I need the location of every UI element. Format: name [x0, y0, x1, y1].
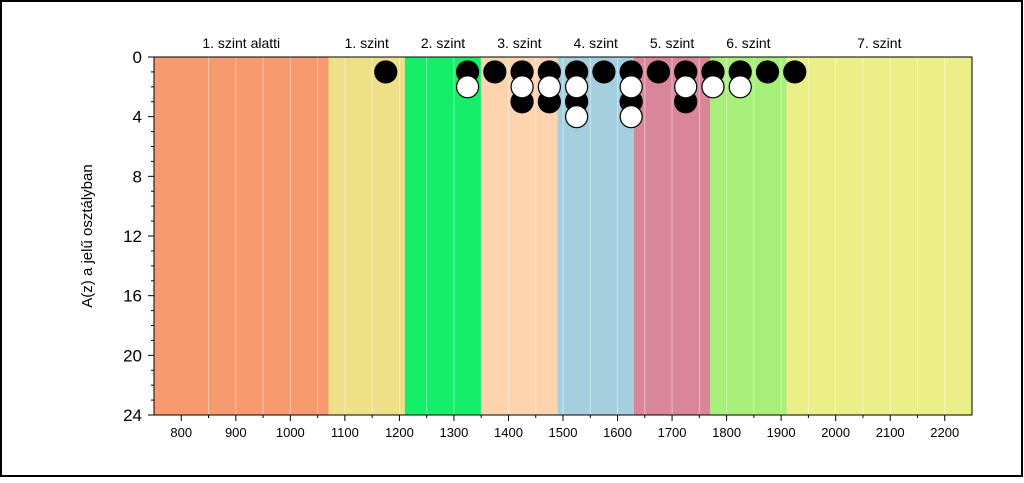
black-point — [646, 60, 671, 84]
white-point — [619, 105, 643, 129]
band-label-5: 4. szint — [574, 35, 618, 51]
level-band-labels: 1. szint alatti 1. szint 2. szint 3. szint 4… — [202, 35, 901, 51]
y-tick-label: 20 — [123, 346, 142, 365]
x-tick-label: 2100 — [876, 425, 905, 440]
data-points — [374, 60, 807, 129]
band-label-1: 1. szint alatti — [202, 35, 280, 51]
x-tick-label: 1500 — [549, 425, 578, 440]
band-1 — [154, 57, 329, 415]
x-tick-label: 1800 — [712, 425, 741, 440]
band-label-7: 6. szint — [726, 35, 770, 51]
band-2 — [328, 57, 405, 415]
x-tick-label: 1000 — [276, 425, 305, 440]
x-tick-label: 1400 — [494, 425, 523, 440]
x-tick-label: 1700 — [658, 425, 687, 440]
x-tick-label: 2000 — [821, 425, 850, 440]
x-tick-label: 1600 — [603, 425, 632, 440]
white-point — [455, 75, 480, 99]
black-point — [374, 60, 398, 84]
x-tick-label: 1300 — [439, 425, 468, 440]
black-point — [483, 60, 507, 84]
y-axis: 0 4 8 12 16 20 24 — [123, 48, 155, 425]
y-tick-label: 8 — [133, 167, 142, 186]
x-axis: 800 900 1000 1100 1200 1300 1400 1500 1600 1700 18… — [154, 414, 972, 440]
band-3 — [404, 57, 482, 415]
white-point — [619, 75, 643, 99]
x-tick-label: 800 — [170, 425, 192, 440]
white-point — [537, 75, 561, 99]
level-bands — [154, 57, 972, 415]
white-point — [510, 75, 534, 99]
x-tick-label: 900 — [225, 425, 247, 440]
band-8 — [786, 57, 972, 415]
band-label-3: 2. szint — [421, 35, 465, 51]
band-7 — [710, 57, 787, 415]
y-tick-label: 0 — [133, 48, 142, 67]
x-tick-label: 1100 — [331, 425, 359, 440]
y-tick-label: 16 — [123, 287, 142, 306]
y-tick-label: 4 — [133, 108, 142, 127]
x-tick-label: 1900 — [767, 425, 796, 440]
black-point — [783, 60, 807, 84]
y-tick-label: 12 — [123, 227, 142, 246]
white-point — [701, 75, 725, 99]
band-4 — [481, 57, 558, 415]
band-label-6: 5. szint — [650, 35, 694, 51]
band-label-8: 7. szint — [857, 35, 901, 51]
white-point — [565, 105, 589, 129]
x-tick-label: 2200 — [930, 425, 959, 440]
band-label-4: 3. szint — [497, 35, 541, 51]
white-point — [565, 75, 589, 99]
y-axis-label: A(z) a jelű osztályban — [79, 164, 96, 307]
x-tick-label: 1200 — [385, 425, 414, 440]
black-point — [755, 60, 780, 84]
band-label-2: 1. szint — [345, 35, 389, 51]
white-point — [674, 75, 698, 99]
black-point — [592, 60, 616, 84]
y-tick-label: 24 — [123, 406, 142, 425]
white-point — [728, 75, 752, 99]
vertical-gridlines — [208, 57, 946, 415]
band-6 — [633, 57, 711, 415]
